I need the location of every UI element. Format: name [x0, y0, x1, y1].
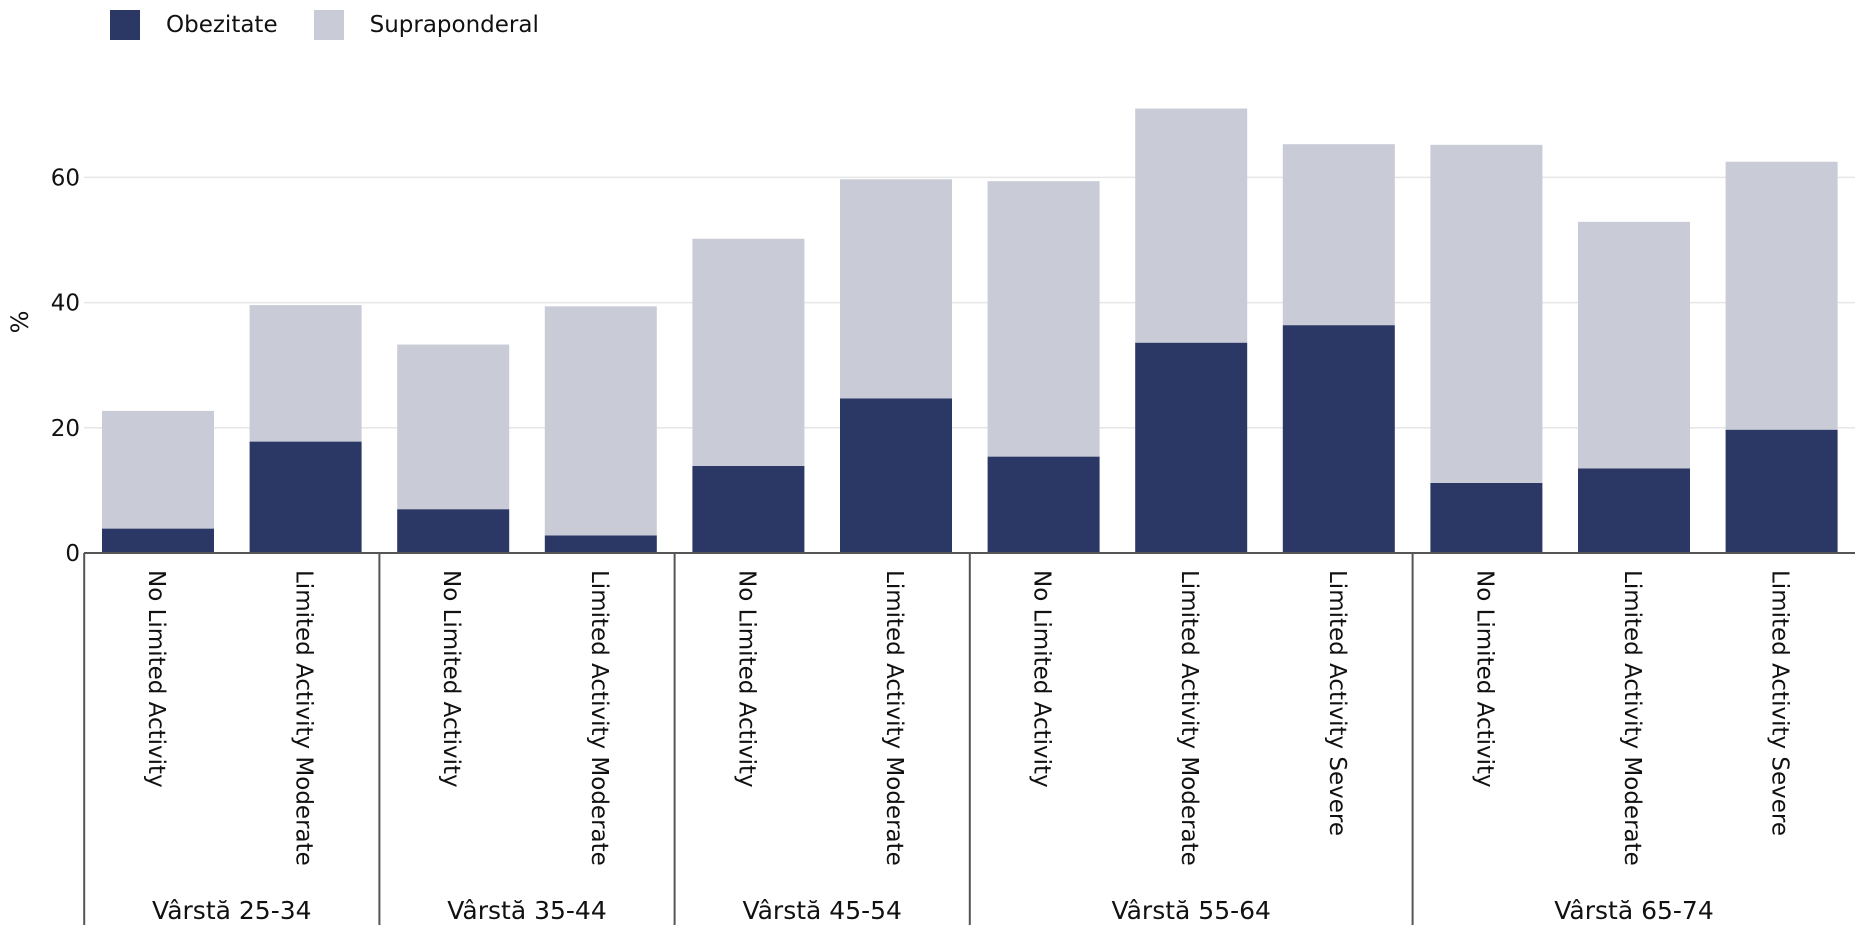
bar-obezitate — [840, 398, 952, 553]
group-label: Vârstă 25-34 — [152, 896, 312, 925]
bar-obezitate — [1725, 429, 1838, 553]
bar-supraponderal — [987, 181, 1100, 457]
bar-obezitate — [102, 528, 214, 553]
bar-supraponderal — [544, 306, 657, 536]
bar-obezitate — [1135, 342, 1248, 553]
x-tick-label: Limited Activity Moderate — [586, 570, 612, 866]
legend-item-supraponderal[interactable]: Supraponderal — [313, 10, 539, 40]
bar-supraponderal — [102, 410, 214, 529]
x-tick-label: Limited Activity Moderate — [881, 570, 907, 866]
group-label: Vârstă 35-44 — [447, 896, 607, 925]
x-tick-label: No Limited Activity — [733, 570, 759, 788]
legend-swatch-obezitate — [110, 10, 140, 40]
bar-obezitate — [249, 441, 362, 553]
bar-obezitate — [692, 465, 805, 553]
y-tick-label: 20 — [51, 416, 80, 442]
x-tick-label: No Limited Activity — [143, 570, 169, 788]
y-tick-label: 0 — [65, 541, 80, 567]
x-tick-label: Limited Activity Moderate — [1619, 570, 1645, 866]
bar-supraponderal — [1430, 144, 1543, 483]
y-tick-label: 40 — [51, 291, 80, 317]
bar-supraponderal — [1578, 221, 1690, 469]
y-axis-label: % — [6, 311, 34, 334]
x-tick-label: Limited Activity Moderate — [1176, 570, 1202, 866]
x-tick-label: No Limited Activity — [1471, 570, 1497, 788]
x-tick-label: Limited Activity Severe — [1324, 570, 1350, 836]
x-tick-label: Limited Activity Moderate — [291, 570, 317, 866]
y-tick-label: 60 — [51, 165, 80, 191]
bar-supraponderal — [1135, 108, 1248, 343]
x-tick-label: No Limited Activity — [1029, 570, 1055, 788]
bar-supraponderal — [249, 305, 362, 442]
legend-swatch-supraponderal — [313, 10, 344, 40]
bar-obezitate — [987, 456, 1100, 553]
bar-obezitate — [1282, 325, 1395, 553]
bar-obezitate — [544, 535, 657, 553]
legend-item-obezitate[interactable]: Obezitate — [110, 10, 278, 40]
bar-obezitate — [1430, 482, 1543, 553]
group-label: Vârstă 65-74 — [1554, 896, 1714, 925]
group-label: Vârstă 55-64 — [1111, 896, 1271, 925]
bar-supraponderal — [1282, 144, 1395, 326]
bar-supraponderal — [397, 344, 510, 510]
bar-obezitate — [397, 509, 510, 553]
chart-legend: Obezitate Supraponderal — [110, 10, 575, 40]
bars — [102, 108, 1838, 553]
bar-supraponderal — [692, 238, 805, 466]
axes: 0 20 40 60 No Limited Activity Limited Activi… — [51, 165, 1855, 925]
bar-obezitate — [1578, 468, 1690, 553]
x-tick-label: No Limited Activity — [438, 570, 464, 788]
gridlines — [84, 176, 1855, 429]
x-tick-label: Limited Activity Severe — [1767, 570, 1793, 836]
legend-label-supraponderal: Supraponderal — [369, 12, 539, 38]
bar-supraponderal — [1725, 161, 1838, 430]
bar-supraponderal — [840, 179, 952, 399]
legend-label-obezitate: Obezitate — [166, 12, 278, 38]
group-label: Vârstă 45-54 — [742, 896, 902, 925]
